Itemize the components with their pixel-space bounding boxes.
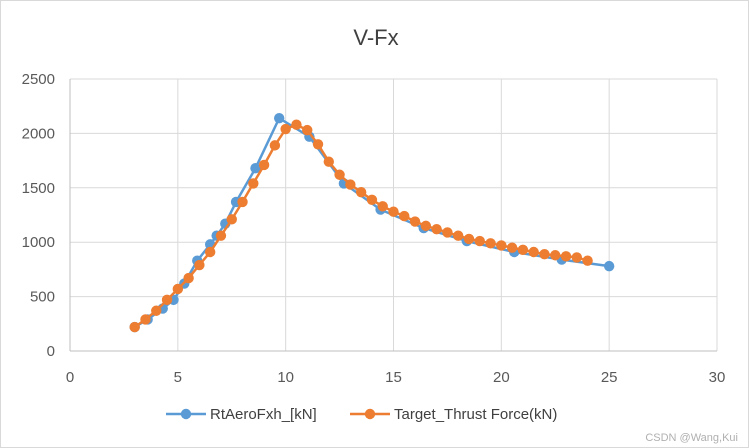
data-point: [603, 260, 615, 272]
data-point: [560, 251, 572, 262]
data-point: [250, 163, 261, 174]
data-point: [420, 220, 432, 232]
x-tick-label: 0: [66, 369, 74, 386]
data-point: [399, 210, 410, 222]
series-1: [129, 112, 615, 333]
data-point: [474, 235, 485, 247]
data-point: [161, 294, 173, 306]
data-point: [334, 169, 345, 180]
y-tick-label: 500: [30, 289, 55, 306]
watermark-text: CSDN @Wang,Kui: [645, 432, 738, 444]
data-point: [183, 272, 194, 284]
legend-label: RtAeroFxh_[kN]: [210, 406, 317, 423]
y-tick-label: 2500: [22, 71, 55, 88]
data-point: [204, 246, 216, 258]
chart-title: V-Fx: [353, 25, 398, 50]
data-point: [539, 248, 550, 260]
y-tick-label: 0: [47, 343, 55, 360]
data-point: [550, 250, 561, 261]
axis-layer: 0 5 10 15 20 25 30 0 500 1000 1500 2000 2500: [22, 71, 726, 386]
data-point: [485, 238, 496, 249]
data-point: [496, 240, 507, 251]
data-point: [442, 227, 453, 238]
data-point: [194, 259, 205, 271]
legend-entry-1: RtAeroFxh_[kN]: [166, 406, 317, 423]
legend: RtAeroFxh_[kN] Target_Thrust Force(kN): [166, 406, 557, 423]
series-line: [134, 116, 610, 329]
y-tick-label: 1500: [22, 180, 55, 197]
data-point: [506, 242, 518, 253]
x-tick-label: 30: [709, 369, 726, 386]
data-point: [517, 244, 529, 256]
data-point: [463, 233, 475, 245]
data-point: [528, 246, 539, 258]
x-tick-label: 20: [493, 369, 510, 386]
data-point: [453, 230, 464, 241]
data-point: [431, 223, 442, 235]
legend-entry-2: Target_Thrust Force(kN): [350, 406, 557, 423]
data-point: [215, 230, 227, 241]
data-point: [140, 314, 151, 325]
y-tick-label: 2000: [22, 125, 55, 142]
data-point: [273, 112, 285, 124]
data-point: [129, 321, 140, 333]
legend-label: Target_Thrust Force(kN): [394, 406, 557, 423]
data-point: [409, 216, 421, 227]
data-point: [323, 156, 334, 167]
data-point: [355, 186, 367, 198]
data-point: [151, 305, 162, 316]
series-2: [129, 119, 593, 333]
data-point: [345, 179, 356, 190]
data-point: [248, 178, 259, 189]
data-point: [291, 119, 302, 130]
data-point: [377, 201, 388, 212]
data-point: [280, 123, 291, 135]
series-layer: [129, 112, 615, 333]
data-point: [258, 159, 270, 171]
x-tick-label: 5: [174, 369, 182, 386]
data-point: [582, 255, 593, 266]
x-tick-label: 15: [385, 369, 402, 386]
data-point: [172, 283, 184, 295]
data-point: [237, 196, 248, 208]
y-tick-label: 1000: [22, 234, 55, 251]
data-point: [366, 194, 378, 205]
grid-layer: [70, 78, 718, 351]
data-point: [388, 206, 399, 217]
legend-marker: [180, 408, 192, 420]
x-tick-label: 10: [277, 369, 294, 386]
data-point: [312, 139, 324, 150]
data-point: [571, 252, 583, 263]
x-tick-label: 25: [601, 369, 618, 386]
data-point: [226, 214, 237, 225]
legend-marker: [364, 408, 376, 420]
data-point: [269, 140, 281, 151]
data-point: [302, 124, 313, 136]
